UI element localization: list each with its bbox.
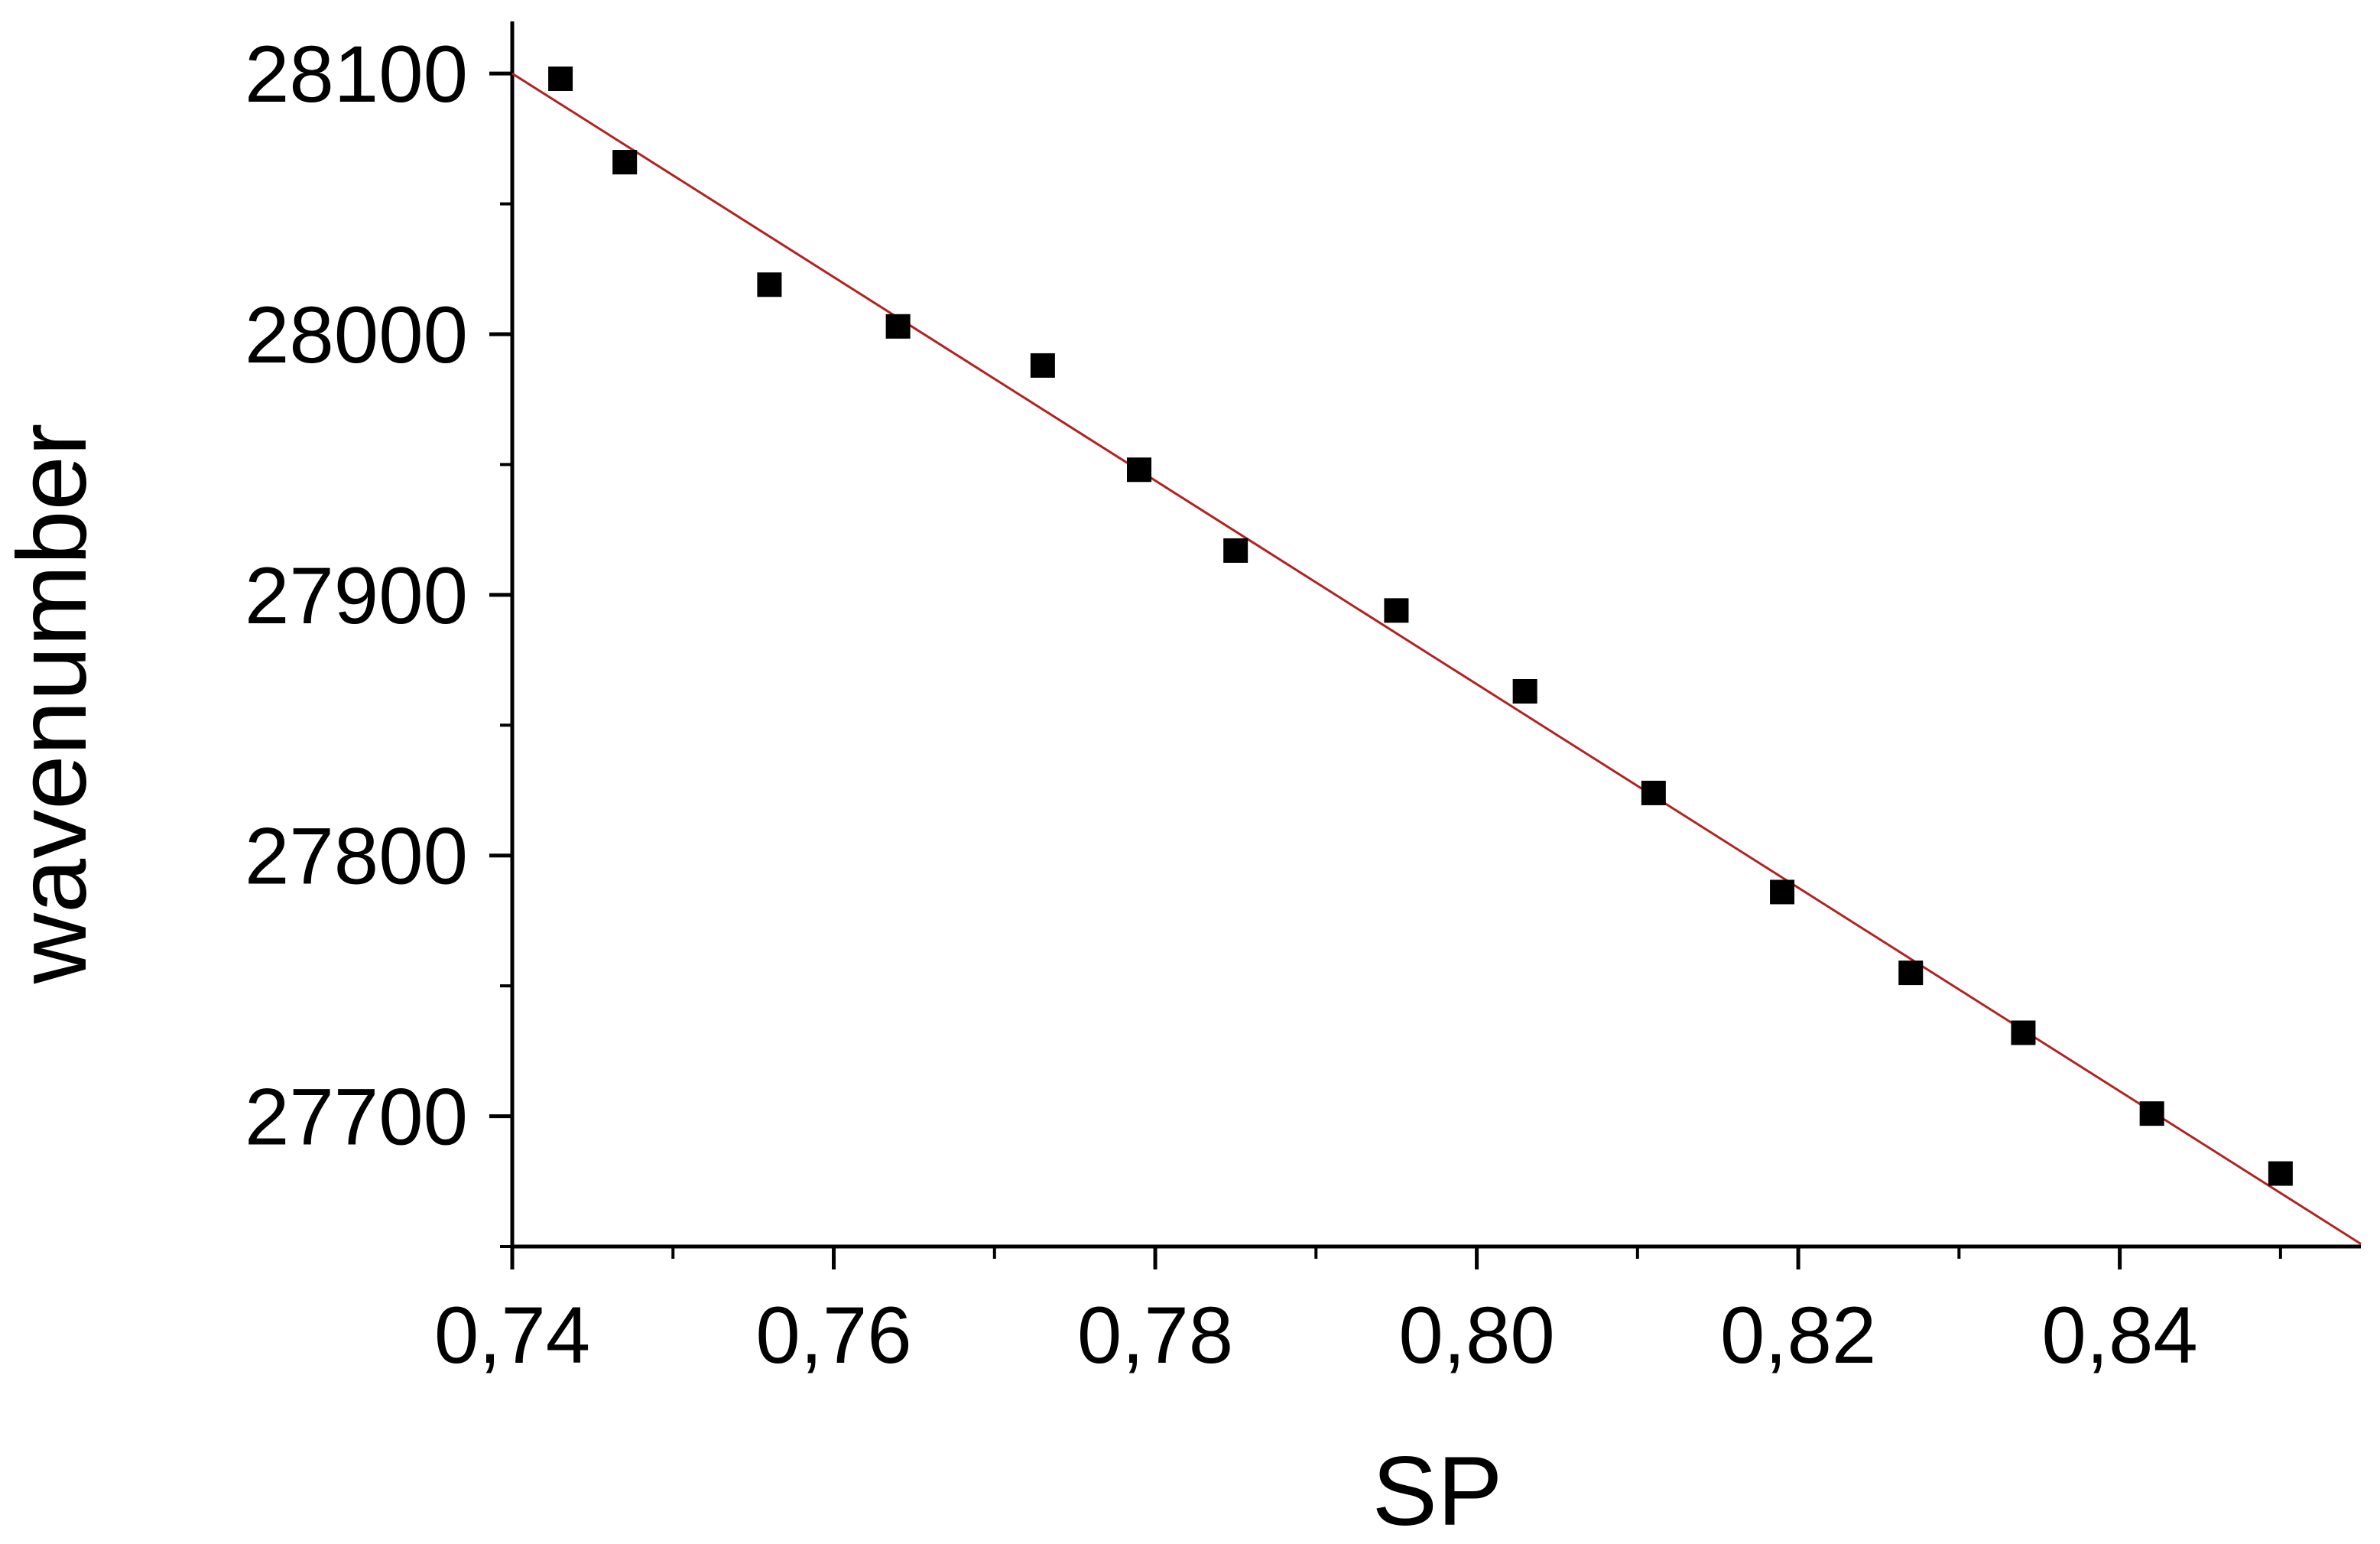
x-tick-label: 0,82 [1720,1291,1876,1380]
data-point [757,272,782,297]
axes [489,21,2361,1269]
y-tick-label: 27700 [245,1073,468,1162]
data-point [1127,457,1152,483]
data-point [1030,353,1055,378]
x-tick-label: 0,80 [1398,1291,1554,1380]
data-point [1641,780,1666,805]
data-point [1512,678,1537,704]
x-tick-label: 0,84 [2041,1291,2197,1380]
y-tick-label: 27800 [245,812,468,902]
data-point [548,66,573,91]
data-point [612,150,638,175]
data-point [2011,1020,2036,1045]
data-points [548,66,2293,1186]
data-point [1384,598,1409,623]
x-tick-label: 0,76 [755,1291,911,1380]
data-point [2268,1161,2293,1186]
y-axis-label: wavenumber [0,424,107,985]
tick-labels: 0,74 0,76 0,78 0,80 0,82 0,84 27700 27800 27900 2… [245,30,2198,1380]
data-point [1898,961,1924,986]
data-point [885,314,911,339]
data-point [1770,879,1795,905]
x-axis-label: SP [1372,1437,1503,1544]
y-tick-label: 28000 [245,291,468,380]
y-tick-label: 27900 [245,551,468,641]
fit-line [511,72,2362,1245]
fit-line-group [511,72,2362,1245]
x-tick-label: 0,74 [434,1291,590,1380]
y-tick-label: 28100 [245,30,468,119]
x-tick-label: 0,78 [1077,1291,1233,1380]
data-point [2139,1101,2164,1126]
data-point [1223,538,1248,563]
